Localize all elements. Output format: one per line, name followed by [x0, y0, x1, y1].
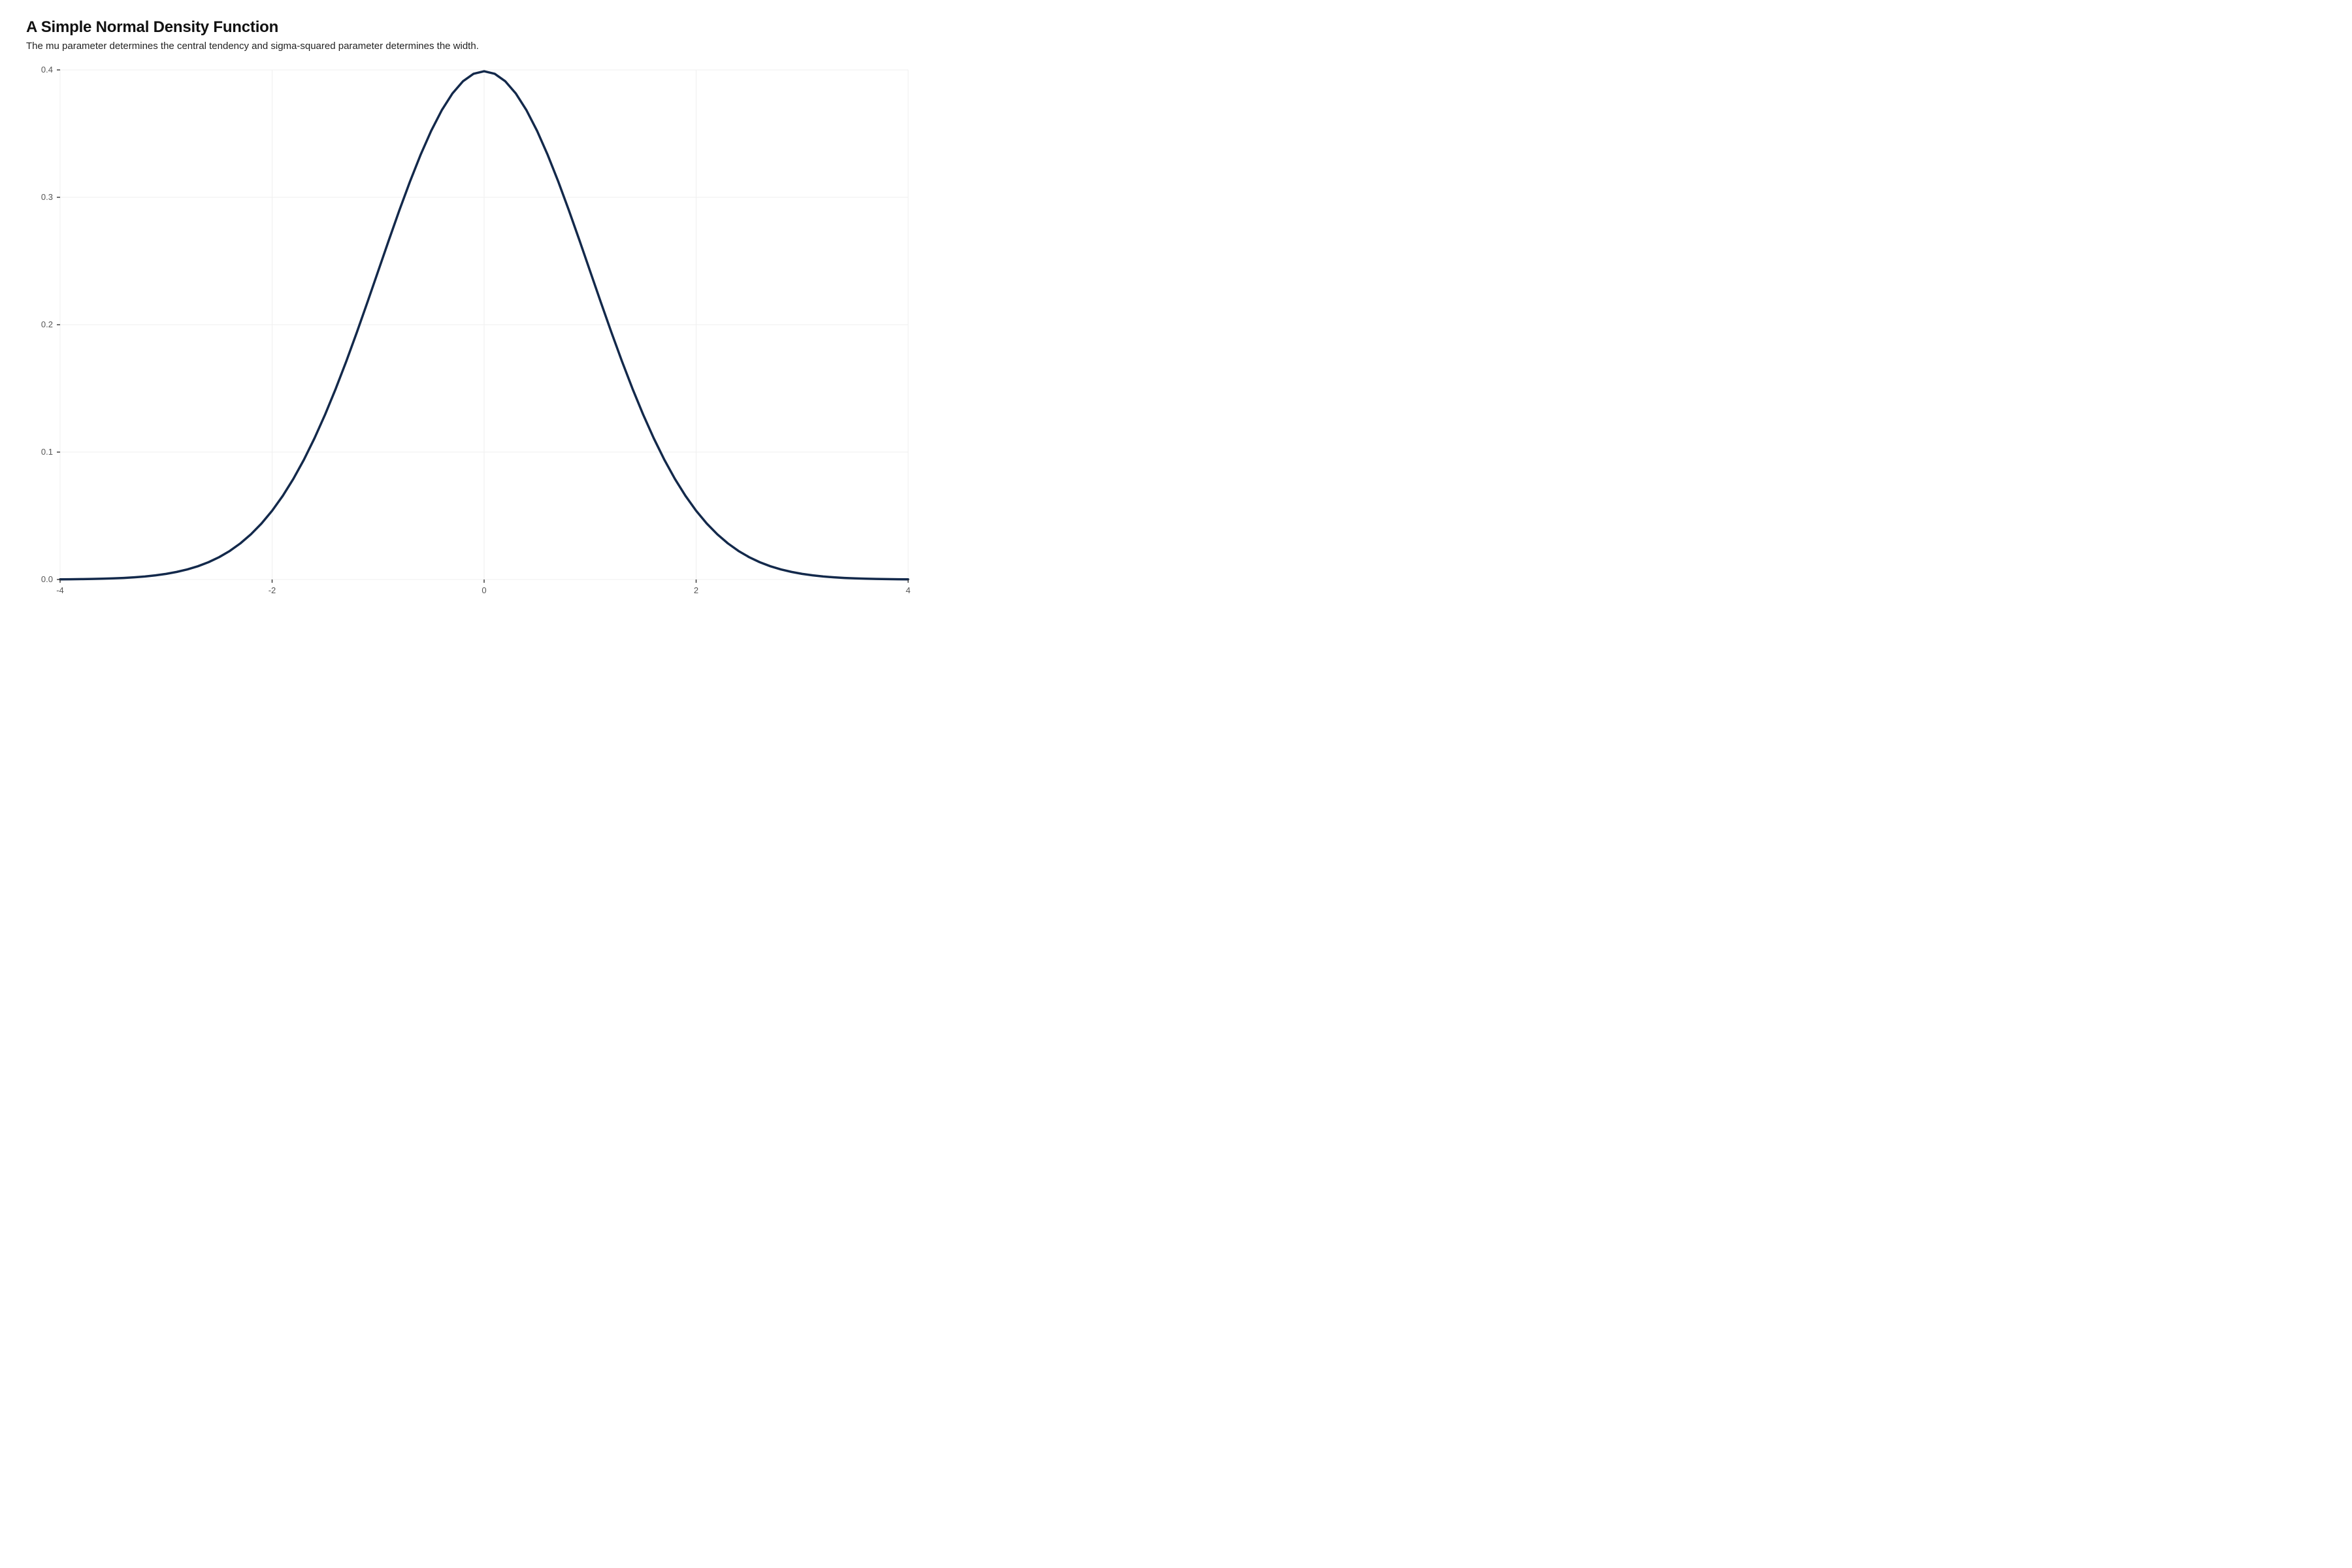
plot-area: 0.0 0.1 0.2 0.3 0.4 -4 -2 0 2 4 [26, 63, 915, 606]
chart-subtitle: The mu parameter determines the central … [26, 41, 915, 52]
x-tick-label: -4 [56, 585, 64, 595]
x-tick-label: 2 [694, 585, 698, 595]
y-tick-label: 0.4 [41, 65, 53, 74]
chart-container: A Simple Normal Density Function The mu … [0, 0, 941, 627]
plot-svg: 0.0 0.1 0.2 0.3 0.4 -4 -2 0 2 4 [26, 63, 915, 606]
x-tick-label: 0 [482, 585, 486, 595]
y-tick-label: 0.2 [41, 319, 53, 329]
y-tick-label: 0.3 [41, 192, 53, 202]
y-tick-label: 0.1 [41, 447, 53, 457]
y-tick-label: 0.0 [41, 574, 53, 584]
axes: 0.0 0.1 0.2 0.3 0.4 -4 -2 0 2 4 [41, 65, 911, 595]
x-tick-label: -2 [269, 585, 276, 595]
chart-title: A Simple Normal Density Function [26, 18, 915, 37]
grid [60, 70, 908, 580]
x-tick-label: 4 [906, 585, 910, 595]
